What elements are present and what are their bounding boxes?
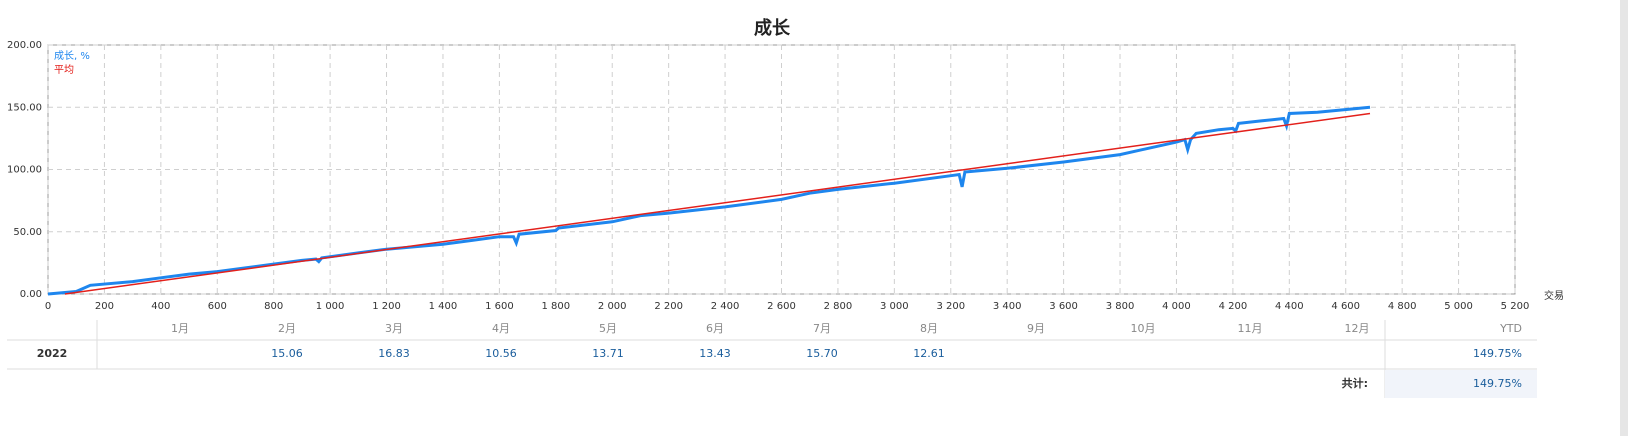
row-label: 2022	[37, 347, 68, 360]
x-tick-label: 4 400	[1275, 301, 1304, 312]
table-header: 1月	[171, 322, 189, 335]
table-header: 12月	[1345, 322, 1370, 335]
x-tick-label: 400	[151, 301, 170, 312]
ytd-value: 149.75%	[1473, 347, 1522, 360]
x-tick-label: 3 800	[1106, 301, 1135, 312]
x-tick-label: 3 000	[880, 301, 909, 312]
month-value: 13.71	[592, 347, 624, 360]
y-tick-label: 150.00	[7, 102, 42, 113]
legend-label: 成长, %	[54, 50, 90, 62]
month-value: 15.06	[271, 347, 303, 360]
x-tick-label: 200	[95, 301, 114, 312]
y-tick-label: 0.00	[20, 289, 42, 300]
total-value: 149.75%	[1473, 377, 1522, 390]
month-value: 12.61	[913, 347, 945, 360]
x-tick-label: 2 400	[711, 301, 740, 312]
x-tick-label: 5 200	[1501, 301, 1530, 312]
x-tick-label: 3 400	[993, 301, 1022, 312]
month-value: 15.70	[806, 347, 838, 360]
x-tick-label: 2 200	[654, 301, 683, 312]
month-value: 13.43	[699, 347, 731, 360]
x-tick-label: 600	[208, 301, 227, 312]
table-header: 8月	[920, 322, 938, 335]
x-axis-label: 交易	[1544, 289, 1564, 302]
table-header: YTD	[1499, 322, 1522, 335]
series-line	[64, 112, 1371, 295]
chart-title: 成长	[754, 17, 791, 39]
x-tick-label: 800	[264, 301, 283, 312]
x-tick-label: 0	[45, 301, 51, 312]
x-tick-label: 1 800	[541, 301, 570, 312]
x-tick-label: 2 600	[767, 301, 796, 312]
x-tick-label: 5 000	[1444, 301, 1473, 312]
total-cell	[1385, 370, 1537, 398]
x-tick-label: 1 400	[429, 301, 458, 312]
table-header: 11月	[1238, 322, 1263, 335]
x-tick-label: 1 200	[372, 301, 401, 312]
x-tick-label: 4 600	[1331, 301, 1360, 312]
series-line	[47, 105, 1371, 296]
x-tick-label: 4 200	[1219, 301, 1248, 312]
month-value: 10.56	[485, 347, 517, 360]
table-header: 10月	[1131, 322, 1156, 335]
y-tick-label: 50.00	[13, 227, 42, 238]
x-tick-label: 3 200	[936, 301, 965, 312]
x-tick-label: 1 600	[485, 301, 514, 312]
x-tick-label: 3 600	[1049, 301, 1078, 312]
table-header: 4月	[492, 322, 510, 335]
month-value: 16.83	[378, 347, 410, 360]
x-tick-label: 4 000	[1162, 301, 1191, 312]
table-header: 6月	[706, 322, 724, 335]
table-header: 5月	[599, 322, 617, 335]
scrollbar[interactable]	[1620, 0, 1628, 436]
x-tick-label: 2 800	[824, 301, 853, 312]
x-tick-label: 2 000	[598, 301, 627, 312]
table-header: 7月	[813, 322, 831, 335]
table-header: 9月	[1027, 322, 1045, 335]
x-tick-label: 1 000	[316, 301, 345, 312]
total-label: 共计:	[1342, 376, 1368, 390]
legend-label: 平均	[54, 64, 74, 76]
table-header: 2月	[278, 322, 296, 335]
table-header: 3月	[385, 322, 403, 335]
x-tick-label: 4 800	[1388, 301, 1417, 312]
y-tick-label: 100.00	[7, 165, 42, 176]
y-tick-label: 200.00	[7, 40, 42, 51]
